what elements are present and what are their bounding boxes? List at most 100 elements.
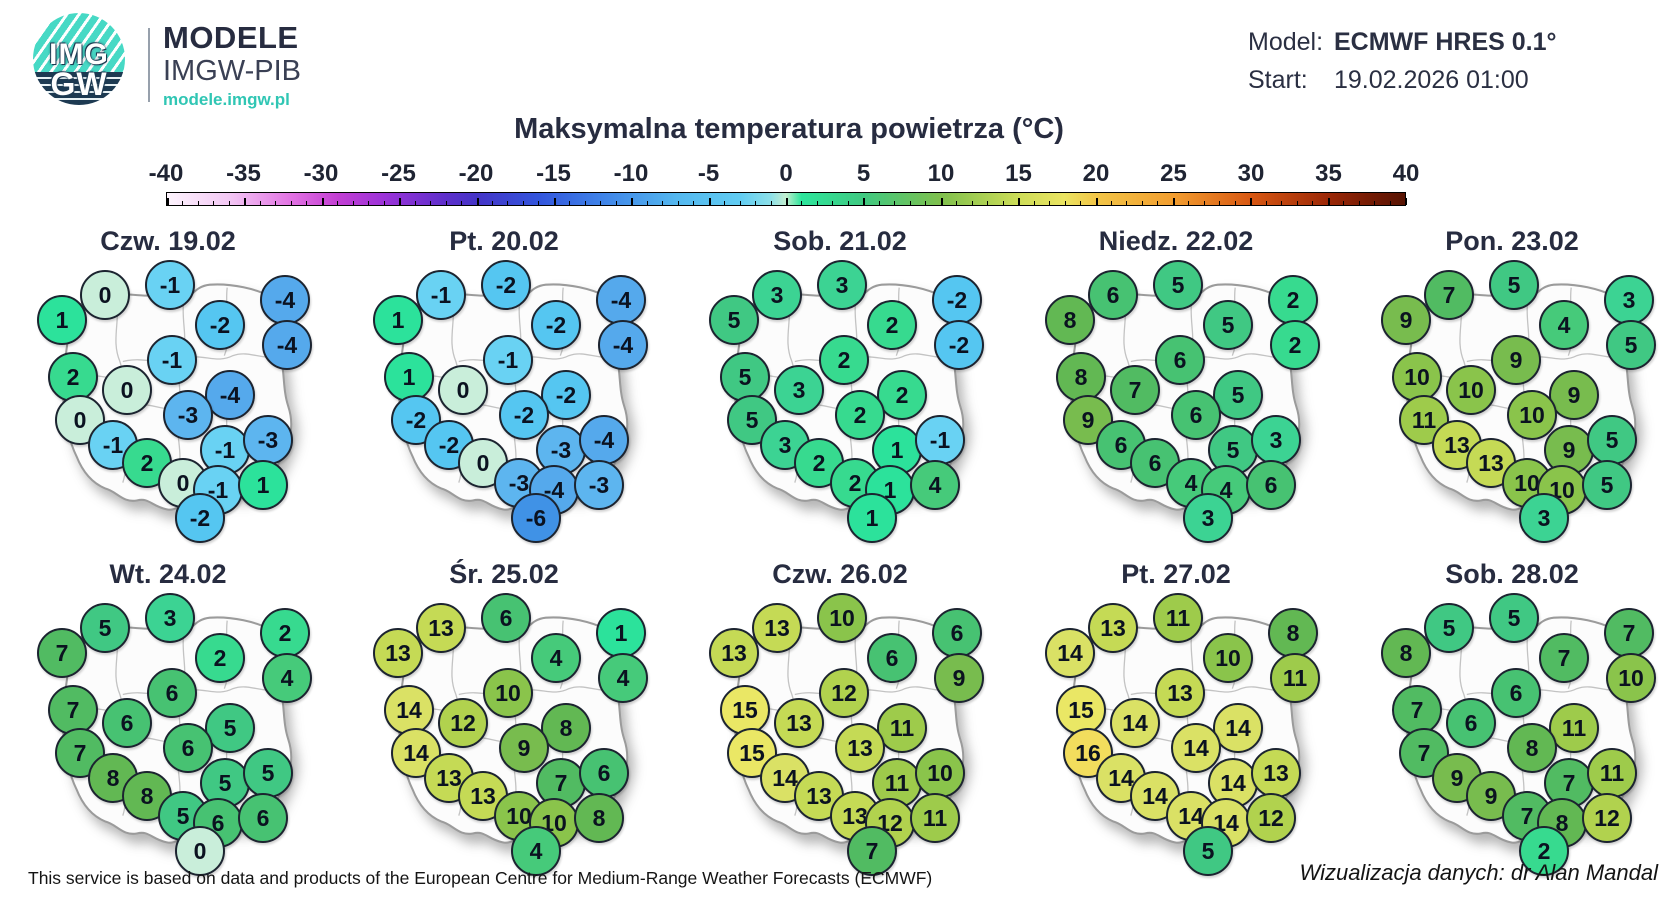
forecast-map-cell: Sob. 28.02 5 5 7 7 8 6 10 7 6 11 7 8 9 7 11 9 7 8 12 2 xyxy=(1344,557,1680,890)
colorbar-tick-label: 40 xyxy=(1392,160,1420,187)
temp-marker: 2 xyxy=(1519,826,1569,876)
temp-marker: 13 xyxy=(1155,668,1205,718)
map-title: Sob. 21.02 xyxy=(773,226,907,256)
temp-marker: 12 xyxy=(438,698,488,748)
logo-text-img: IMG xyxy=(49,38,109,71)
temp-marker: 11 xyxy=(1587,748,1637,798)
temp-marker: -1 xyxy=(147,335,197,385)
temp-marker: 13 xyxy=(373,628,423,678)
temp-marker: 14 xyxy=(1110,698,1160,748)
temp-marker: 8 xyxy=(541,703,591,753)
temp-marker: 1 xyxy=(596,608,646,658)
temp-marker: 3 xyxy=(774,365,824,415)
temp-marker: 8 xyxy=(574,793,624,843)
colorbar-tick-label: -30 xyxy=(303,160,339,187)
colorbar-tick xyxy=(244,198,247,205)
temp-marker: 2 xyxy=(195,633,245,683)
temp-marker: 7 xyxy=(1424,270,1474,320)
temp-marker: 5 xyxy=(1489,260,1539,310)
colorbar-tick xyxy=(646,201,648,205)
temp-marker: 5 xyxy=(1489,593,1539,643)
colorbar-tick xyxy=(1141,201,1143,205)
temp-marker: 4 xyxy=(598,653,648,703)
forecast-map-cell: Śr. 25.02 13 6 4 1 13 10 4 14 12 8 14 9 13 7 6 13 10 10 8 4 xyxy=(336,557,672,890)
colorbar-tick xyxy=(1327,198,1330,205)
colorbar-tick xyxy=(971,201,973,205)
colorbar-tick xyxy=(1157,201,1159,205)
temp-marker: 9 xyxy=(1549,370,1599,420)
colorbar-tick xyxy=(693,201,695,205)
temp-marker: 5 xyxy=(1183,826,1233,876)
colorbar-tick xyxy=(259,201,261,205)
temp-marker: -3 xyxy=(574,460,624,510)
temp-marker: 15 xyxy=(1056,685,1106,735)
temp-marker: 3 xyxy=(817,260,867,310)
temp-marker: 4 xyxy=(910,460,960,510)
temp-marker: -2 xyxy=(175,493,225,543)
colorbar-tick-label: 15 xyxy=(1005,160,1032,187)
colorbar-tick xyxy=(197,201,199,205)
temp-marker: 3 xyxy=(752,270,802,320)
temp-marker: 5 xyxy=(243,748,293,798)
model-info: Model: ECMWF HRES 0.1° Start: 19.02.2026… xyxy=(1248,28,1557,95)
colorbar-tick xyxy=(755,201,757,205)
temp-marker: 5 xyxy=(80,603,130,653)
temp-marker: -4 xyxy=(579,415,629,465)
temp-marker: 1 xyxy=(373,295,423,345)
temp-marker: 5 xyxy=(1213,370,1263,420)
poland-map: 0 -1 -2 -4 1 -1 -4 2 0 -4 0 -3 -1 -1 -3 2 0 -1 1 -2 xyxy=(0,258,336,543)
temp-marker: -3 xyxy=(243,415,293,465)
footer-credit: Wizualizacja danych: dr Alan Mandal xyxy=(1299,860,1659,885)
temp-marker: 11 xyxy=(1549,703,1599,753)
poland-map: 3 3 2 -2 5 2 -2 5 3 2 5 2 3 1 -1 2 2 1 4 1 xyxy=(672,258,1008,543)
temp-marker: -2 xyxy=(481,260,531,310)
temp-marker: -4 xyxy=(598,320,648,370)
temp-marker: 11 xyxy=(910,793,960,843)
colorbar-labels: -40 -35 -30 -25 -20 -15 -10 -5 0 5 10 15 20 25 30 35 40 xyxy=(149,160,1420,188)
poland-map: 13 6 4 1 13 10 4 14 12 8 14 9 13 7 6 13 10 10 8 4 xyxy=(336,591,672,876)
colorbar-bar xyxy=(166,192,1407,206)
temp-marker: 9 xyxy=(499,723,549,773)
map-title: Pt. 27.02 xyxy=(1121,559,1231,589)
colorbar-tick-label: 5 xyxy=(856,160,871,187)
model-label: Model: xyxy=(1248,28,1324,56)
temp-marker: 2 xyxy=(1270,320,1320,370)
temp-marker: 11 xyxy=(1399,395,1449,445)
temp-marker: 12 xyxy=(819,668,869,718)
temp-marker: 2 xyxy=(1268,275,1318,325)
colorbar-tick xyxy=(863,198,866,205)
temp-marker: 4 xyxy=(262,653,312,703)
colorbar-tick xyxy=(1374,201,1376,205)
colorbar-tick xyxy=(352,201,354,205)
temp-marker: 13 xyxy=(835,723,885,773)
colorbar-tick xyxy=(1002,201,1004,205)
temp-marker: 14 xyxy=(384,685,434,735)
temp-marker: 4 xyxy=(531,633,581,683)
temp-marker: 9 xyxy=(1491,335,1541,385)
temp-marker: 7 xyxy=(1604,608,1654,658)
temp-marker: 0 xyxy=(80,270,130,320)
logo-navy-stripes xyxy=(33,72,125,105)
temp-marker: 13 xyxy=(752,603,802,653)
colorbar-tick xyxy=(290,201,292,205)
colorbar-tick xyxy=(1343,201,1345,205)
temp-marker: -1 xyxy=(915,415,965,465)
colorbar-tick xyxy=(786,198,788,205)
temp-marker: 10 xyxy=(1507,390,1557,440)
temp-marker: 10 xyxy=(1392,352,1442,402)
brand-imgw-pib: IMGW-PIB xyxy=(163,55,302,87)
temp-marker: -4 xyxy=(596,275,646,325)
colorbar-tick xyxy=(538,201,540,205)
colorbar-tick xyxy=(724,201,726,205)
colorbar-tick-label: -10 xyxy=(613,160,649,187)
temp-marker: -2 xyxy=(195,300,245,350)
colorbar-tick-label: -25 xyxy=(381,160,416,187)
temp-marker: -2 xyxy=(934,320,984,370)
temp-marker: 3 xyxy=(1519,493,1569,543)
temp-marker: -2 xyxy=(541,370,591,420)
colorbar-tick xyxy=(445,201,447,205)
temp-marker: 10 xyxy=(494,791,544,841)
temp-marker: 5 xyxy=(1203,300,1253,350)
colorbar-tick-label: -20 xyxy=(458,160,494,187)
